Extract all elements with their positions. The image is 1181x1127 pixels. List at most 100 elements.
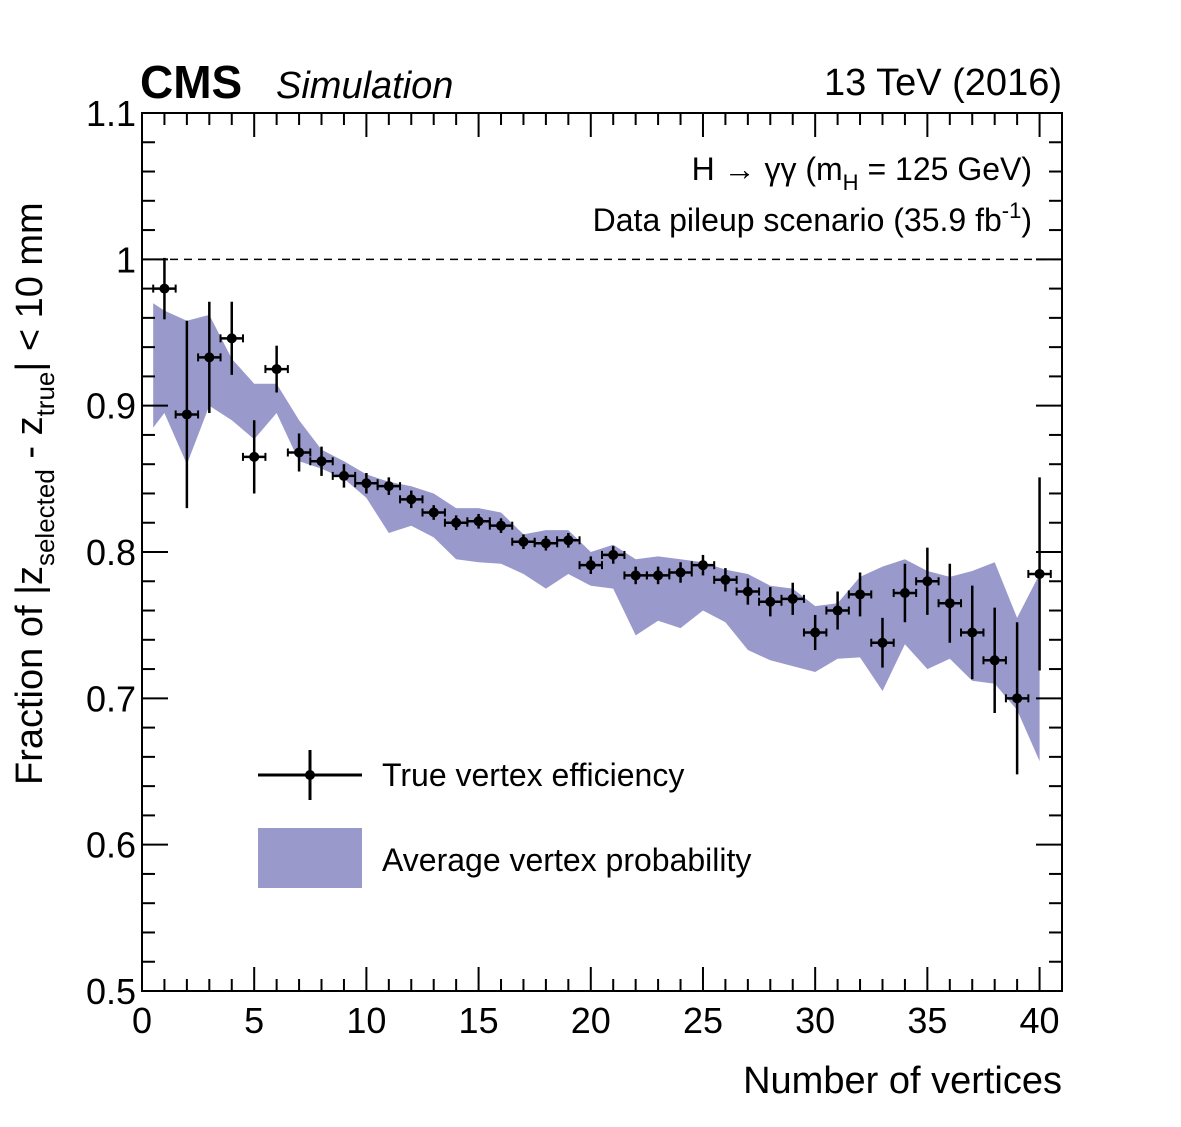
data-point xyxy=(802,614,828,651)
data-marker xyxy=(338,470,349,481)
data-point xyxy=(915,547,940,615)
x-tick-label: 30 xyxy=(795,1000,835,1041)
data-point xyxy=(376,477,402,495)
data-marker xyxy=(294,447,305,458)
data-point xyxy=(466,513,491,529)
data-point xyxy=(219,301,244,375)
x-tick-label: 0 xyxy=(132,1000,152,1041)
x-tick-label: 5 xyxy=(244,1000,264,1041)
data-marker xyxy=(832,605,843,616)
data-marker xyxy=(944,598,955,609)
data-point xyxy=(735,578,761,605)
data-marker xyxy=(653,570,664,581)
data-marker xyxy=(1012,693,1023,704)
data-point xyxy=(578,556,603,574)
x-tick-label: 15 xyxy=(459,1000,499,1041)
probability-band-layer xyxy=(153,303,1040,762)
legend-label-probability: Average vertex probability xyxy=(382,842,751,878)
data-point xyxy=(174,320,200,509)
data-marker xyxy=(810,627,821,638)
data-marker xyxy=(563,535,574,546)
data-point xyxy=(354,472,379,494)
data-point xyxy=(960,585,985,680)
experiment-label: CMS xyxy=(140,56,242,108)
data-point xyxy=(601,546,626,564)
x-tick-label: 25 xyxy=(683,1000,723,1041)
data-marker xyxy=(630,570,641,581)
data-marker xyxy=(877,637,888,648)
data-point xyxy=(892,563,918,623)
data-marker xyxy=(361,478,372,489)
data-point xyxy=(152,257,177,320)
legend-label-efficiency: True vertex efficiency xyxy=(382,757,684,793)
data-marker xyxy=(406,494,417,505)
data-marker xyxy=(675,567,686,578)
data-marker xyxy=(742,586,753,597)
data-marker xyxy=(159,283,170,294)
data-marker xyxy=(181,409,192,420)
data-point xyxy=(690,554,716,576)
data-point xyxy=(937,563,963,643)
x-tick-label: 35 xyxy=(907,1000,947,1041)
data-point xyxy=(1027,477,1052,671)
data-point xyxy=(556,532,581,548)
data-point xyxy=(264,345,289,393)
y-tick-label: 0.8 xyxy=(86,532,136,573)
data-point xyxy=(847,572,873,617)
data-marker xyxy=(383,481,394,492)
data-point xyxy=(780,582,805,615)
legend-marker-band xyxy=(258,828,362,888)
data-marker xyxy=(496,520,507,531)
data-point xyxy=(668,562,693,583)
data-marker xyxy=(608,549,619,560)
data-point xyxy=(1004,622,1030,775)
y-tick-label: 0.7 xyxy=(86,678,136,719)
legend-marker-points xyxy=(258,750,362,800)
data-marker xyxy=(451,517,462,528)
y-tick-label: 1 xyxy=(116,239,136,280)
data-point xyxy=(241,420,267,494)
efficiency-points-layer xyxy=(152,257,1052,775)
data-marker xyxy=(697,560,708,571)
data-point xyxy=(982,607,1007,713)
data-marker xyxy=(316,456,327,467)
data-marker xyxy=(989,655,1000,666)
pileup-annotation: Data pileup scenario (35.9 fb-1) xyxy=(593,198,1032,238)
x-tick-label: 10 xyxy=(346,1000,386,1041)
y-tick-label: 0.6 xyxy=(86,825,136,866)
data-marker xyxy=(540,538,551,549)
data-marker xyxy=(720,574,731,585)
process-annotation: H → γγ (mH = 125 GeV) xyxy=(692,151,1032,195)
data-marker xyxy=(967,627,978,638)
data-marker xyxy=(473,516,484,527)
data-point xyxy=(421,505,446,520)
data-marker xyxy=(855,589,866,600)
data-marker xyxy=(518,536,529,547)
data-point xyxy=(713,568,738,592)
probability-band xyxy=(153,303,1040,762)
tick-label-layer: 0 5 10 15 20 25 30 35 40 0.5 0.6 0.7 0.8 0.9 1 1.1 xyxy=(86,93,1060,1041)
data-point xyxy=(758,587,783,617)
data-marker xyxy=(226,333,237,344)
data-marker xyxy=(1034,568,1045,579)
legend: True vertex efficiency Average vertex pr… xyxy=(258,750,751,888)
data-point xyxy=(825,591,850,630)
data-marker xyxy=(428,507,439,518)
data-point xyxy=(533,535,559,551)
y-tick-label: 0.9 xyxy=(86,386,136,427)
data-point xyxy=(197,301,222,413)
x-tick-label: 20 xyxy=(571,1000,611,1041)
data-point xyxy=(309,446,334,476)
data-point xyxy=(286,433,312,472)
data-point xyxy=(399,490,424,509)
data-point xyxy=(488,518,514,533)
data-marker xyxy=(765,596,776,607)
energy-label: 13 TeV (2016) xyxy=(824,62,1062,104)
data-point xyxy=(870,617,895,668)
tick-layer xyxy=(141,112,1063,992)
simulation-label: Simulation xyxy=(276,65,453,107)
data-marker xyxy=(899,587,910,598)
data-point xyxy=(443,515,469,531)
y-tick-label: 0.5 xyxy=(86,971,136,1012)
